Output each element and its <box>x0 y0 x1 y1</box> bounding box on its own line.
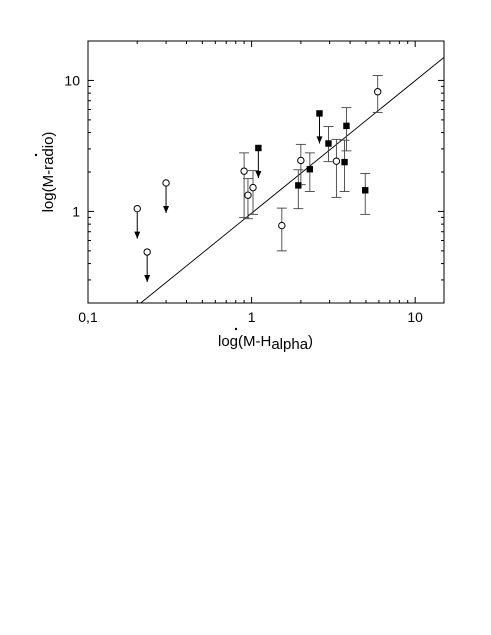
axis-ticks: 0,1 1 10 1 10 <box>64 40 444 325</box>
fit-line-group <box>140 57 445 304</box>
y-axis-label: log(M-radio) <box>40 132 57 213</box>
data-points <box>133 75 383 283</box>
x-axis-label: log(M-Halpha) <box>218 333 313 353</box>
x-tick-label: 10 <box>407 309 423 325</box>
open-circle-point <box>162 179 170 187</box>
filled-square-point <box>325 140 332 147</box>
upper-limit-arrow-head <box>144 275 151 283</box>
open-circle-point <box>278 221 286 230</box>
open-circle-point <box>297 156 305 165</box>
open-circle-point <box>249 183 257 192</box>
upper-limit-arrow-head <box>316 136 323 144</box>
filled-square-point <box>343 122 350 130</box>
fit-line <box>140 57 445 304</box>
open-circle-point <box>332 157 341 165</box>
upper-limit-arrow-head <box>255 170 262 178</box>
y-label-dot <box>34 153 38 157</box>
filled-square-point <box>306 166 314 173</box>
open-circle-point <box>240 167 248 175</box>
open-circle-point <box>143 248 151 256</box>
x-tick-label: 1 <box>248 309 256 325</box>
upper-limit-arrow-head <box>163 205 170 213</box>
x-label-dot <box>234 327 238 331</box>
plot-frame <box>87 40 445 304</box>
filled-square-point <box>295 182 302 189</box>
upper-limit-arrow-head <box>134 231 141 239</box>
filled-square-point <box>341 158 348 166</box>
x-tick-label: 0,1 <box>78 309 98 325</box>
open-circle-point <box>374 88 382 96</box>
open-circle-point <box>133 204 141 213</box>
filled-square-point <box>255 144 262 152</box>
open-circle-point <box>244 191 252 199</box>
filled-square-point <box>362 187 369 194</box>
y-tick-label: 10 <box>64 72 80 88</box>
filled-square-point <box>316 110 323 117</box>
y-tick-label: 1 <box>72 203 80 219</box>
